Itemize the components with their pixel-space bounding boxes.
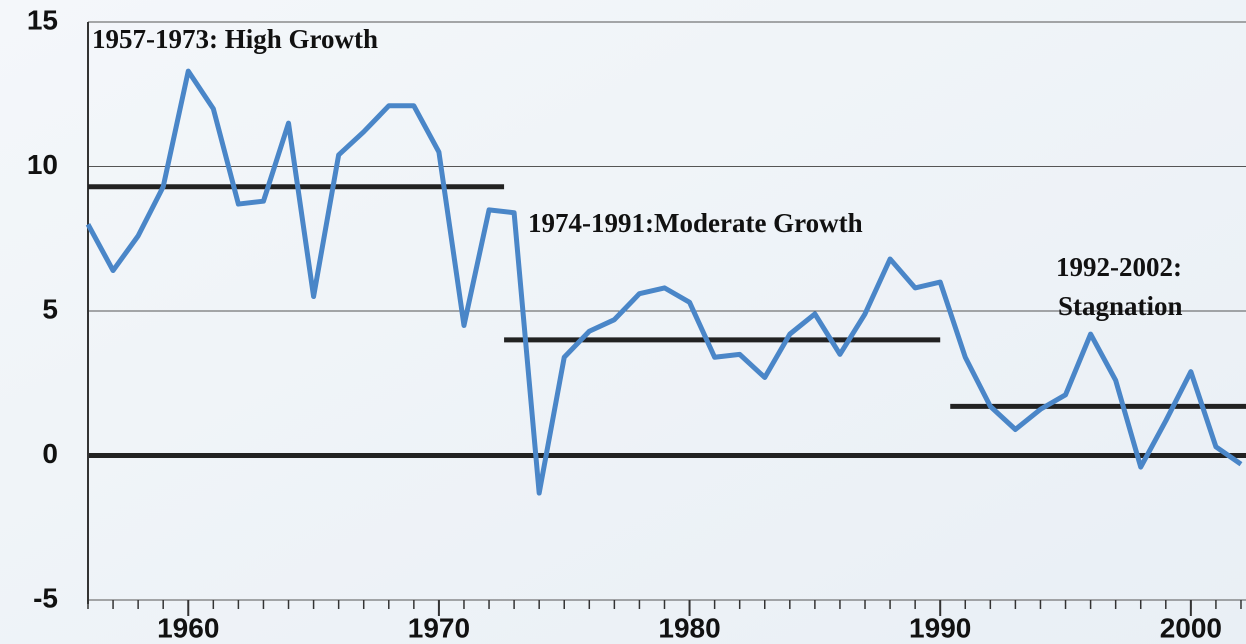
x-tick-label: 1960 bbox=[157, 612, 219, 643]
y-tick-label: 0 bbox=[42, 438, 58, 469]
x-tick-label: 2000 bbox=[1160, 612, 1222, 643]
y-tick-label: 15 bbox=[27, 4, 58, 35]
annotation: 1992-2002: bbox=[1056, 252, 1182, 282]
x-tick-label: 1990 bbox=[909, 612, 971, 643]
x-tick-label: 1980 bbox=[658, 612, 720, 643]
data-line bbox=[85, 68, 1243, 496]
y-tick-label: 5 bbox=[42, 293, 58, 324]
annotation: 1974-1991:Moderate Growth bbox=[528, 208, 863, 238]
y-tick-label: -5 bbox=[33, 582, 58, 613]
x-tick-label: 1970 bbox=[408, 612, 470, 643]
annotation: Stagnation bbox=[1058, 291, 1183, 321]
y-tick-label: 10 bbox=[27, 149, 58, 180]
annotation: 1957-1973: High Growth bbox=[92, 24, 378, 54]
